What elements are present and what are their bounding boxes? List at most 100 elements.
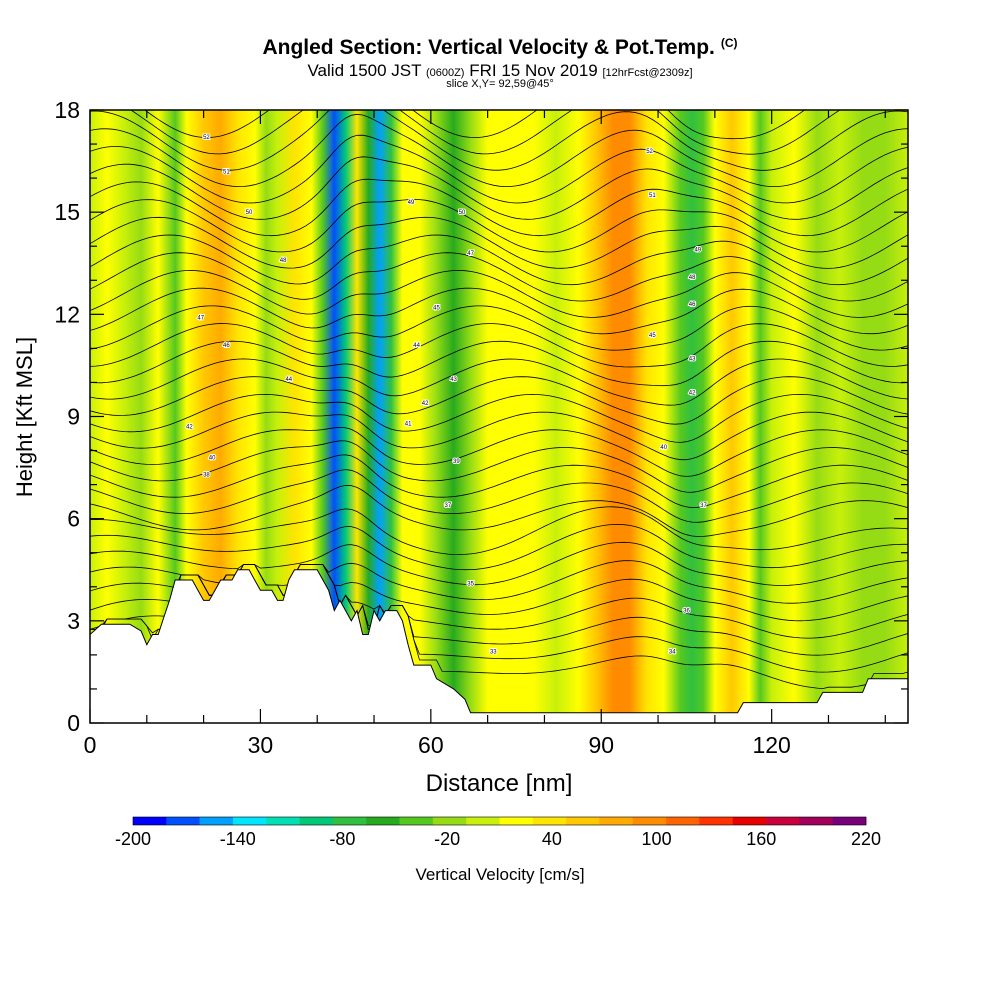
- y-tick-label: 15: [54, 199, 80, 225]
- colorbar-swatch: [732, 817, 767, 825]
- theta-contour: [90, 358, 908, 406]
- contour-label: 33: [490, 649, 497, 655]
- theta-contour: [90, 506, 908, 556]
- colorbar-swatch: [332, 817, 367, 825]
- contour-label: 44: [413, 343, 420, 349]
- contour-label: 39: [453, 459, 460, 465]
- contour-label: 35: [467, 581, 474, 587]
- colorbar-swatch: [799, 817, 833, 825]
- colorbar-swatch: [499, 817, 534, 825]
- contour-label: 52: [203, 135, 210, 141]
- theta-contour: [90, 411, 908, 461]
- contour-label: 37: [700, 503, 707, 509]
- colorbar-label: Vertical Velocity [cm/s]: [415, 865, 584, 884]
- contour-label: 37: [445, 503, 452, 509]
- chart-subtitle: Valid 1500 JST (0600Z) FRI 15 Nov 2019 […: [307, 61, 693, 80]
- contour-label: 42: [689, 391, 696, 397]
- x-tick-label: 90: [588, 732, 614, 758]
- colorbar-swatch: [166, 817, 200, 825]
- colorbar-tick-label: 160: [746, 829, 776, 849]
- colorbar-swatch: [133, 817, 167, 825]
- contour-label: 34: [669, 649, 676, 655]
- colorbar: -200 -140 -80 -20 40 100 160 220: [115, 816, 881, 849]
- colorbar-tick-label: -200: [115, 829, 151, 849]
- theta-contour: [130, 110, 841, 155]
- contour-label: 52: [646, 149, 653, 155]
- theta-contour: [90, 541, 908, 586]
- contour-label: 45: [649, 333, 656, 339]
- y-axis-label: Height [Kft MSL]: [12, 337, 37, 497]
- theta-contour: [90, 305, 908, 351]
- y-tick-label: 6: [67, 506, 80, 532]
- contour-label: 46: [689, 302, 696, 308]
- theta-contour: [90, 376, 908, 425]
- slice-label: slice X,Y= 92,59@45°: [446, 78, 554, 90]
- theta-contour: [90, 134, 908, 204]
- y-tick-label: 12: [54, 301, 80, 327]
- colorbar-swatch: [832, 817, 867, 825]
- colorbar-swatch: [199, 817, 234, 825]
- theta-contour: [90, 252, 908, 302]
- colorbar-swatch: [699, 817, 734, 825]
- contour-label: 41: [405, 421, 412, 427]
- contour-label: 36: [683, 609, 690, 615]
- y-tick-label: 3: [67, 608, 80, 634]
- theta-contour: [90, 523, 908, 571]
- theta-contour: [90, 340, 908, 387]
- x-tick-label: 120: [752, 732, 790, 758]
- colorbar-swatch: [566, 817, 600, 825]
- colorbar-swatch: [399, 817, 434, 825]
- contour-label: 45: [433, 306, 440, 312]
- theta-contour: [90, 216, 908, 269]
- colorbar-swatch: [599, 817, 634, 825]
- colorbar-swatch: [766, 817, 800, 825]
- contour-labels: 52 51 50 48 47 46 44 42 40 38 49 50 47 45 44 43 42 41 39 37…: [185, 134, 708, 656]
- contour-label: 42: [422, 401, 429, 407]
- y-tick-label: 18: [54, 97, 80, 123]
- theta-contour: [90, 198, 908, 253]
- theta-contour: [90, 440, 908, 493]
- colorbar-swatch: [366, 817, 400, 825]
- colorbar-swatch: [299, 817, 334, 825]
- contour-label: 42: [186, 425, 193, 431]
- y-tick-label: 9: [67, 404, 80, 430]
- theta-contour: [90, 560, 908, 604]
- contour-label: 50: [246, 210, 253, 216]
- terrain: [90, 569, 908, 723]
- colorbar-tick-label: 100: [642, 829, 672, 849]
- colorbar-tick-label: -140: [220, 829, 256, 849]
- contour-label: 46: [223, 343, 230, 349]
- theta-contour: [90, 469, 908, 523]
- title-suffix: (C): [720, 36, 738, 50]
- colorbar-swatch: [632, 817, 667, 825]
- contour-label: 44: [285, 377, 292, 383]
- x-tick-label: 0: [84, 732, 97, 758]
- contour-label: 47: [197, 316, 204, 322]
- contour-label: 49: [694, 248, 701, 254]
- contour-label: 47: [467, 251, 474, 257]
- theta-contour: [90, 393, 908, 443]
- contour-label: 50: [459, 210, 466, 216]
- theta-contour: [90, 287, 908, 335]
- theta-contour: [90, 113, 908, 188]
- colorbar-swatch: [466, 817, 500, 825]
- contour-label: 40: [660, 445, 667, 451]
- colorbar-tick-label: 40: [542, 829, 562, 849]
- colorbar-tick-label: 220: [851, 829, 881, 849]
- theta-contour: [90, 156, 908, 220]
- x-axis-label: Distance [nm]: [426, 770, 573, 797]
- contour-label: 51: [649, 193, 656, 199]
- colorbar-swatch: [666, 817, 700, 825]
- theta-contour: [90, 426, 908, 477]
- contour-label: 43: [689, 357, 696, 363]
- contour-label: 38: [203, 472, 210, 478]
- colorbar-frame: [132, 816, 867, 826]
- colorbar-swatch: [532, 817, 567, 825]
- theta-contour: [90, 454, 908, 509]
- contour-label: 48: [280, 258, 287, 264]
- contour-label: 40: [209, 455, 216, 461]
- contour-label: 48: [689, 275, 696, 281]
- colorbar-swatch: [232, 817, 267, 825]
- x-tick-label: 30: [248, 732, 274, 758]
